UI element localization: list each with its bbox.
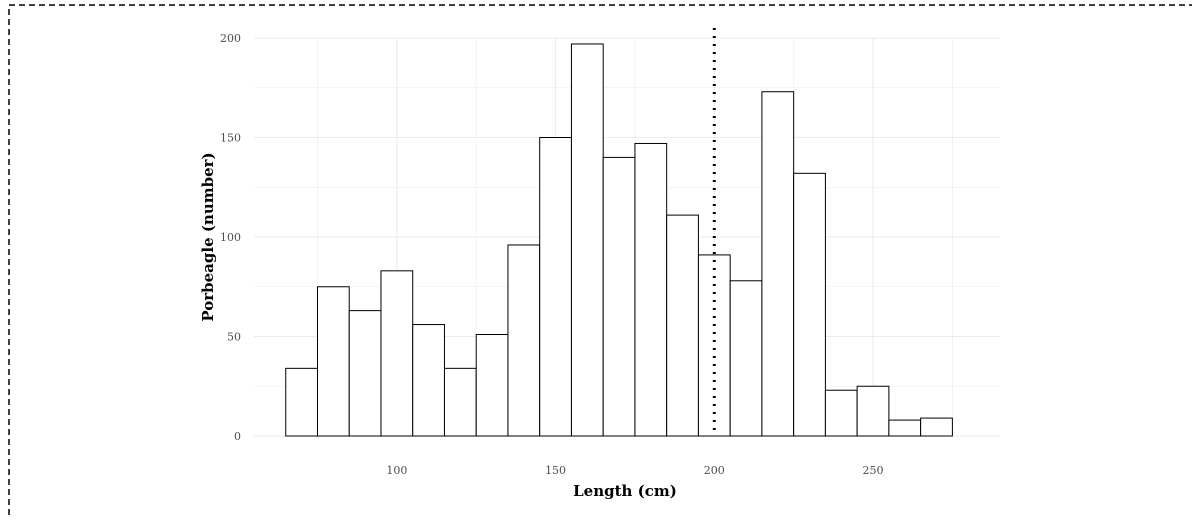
x-tick-label: 150 xyxy=(545,464,566,477)
histogram-bar xyxy=(793,172,826,437)
y-tick-label: 150 xyxy=(220,132,241,145)
histogram-bar xyxy=(856,385,890,437)
histogram-bar xyxy=(380,270,414,437)
histogram-bar xyxy=(697,254,731,437)
histogram-bar xyxy=(920,417,953,437)
histogram-bar xyxy=(824,389,858,437)
histogram-bar xyxy=(729,280,763,437)
histogram-bar xyxy=(666,214,699,437)
histogram-bar xyxy=(888,419,922,437)
y-tick-label: 50 xyxy=(227,331,241,344)
y-tick-label: 0 xyxy=(234,430,241,443)
x-axis-title: Length (cm) xyxy=(573,482,677,500)
y-axis-title: Porbeagle (number) xyxy=(199,152,217,321)
histogram-bar xyxy=(602,156,636,437)
x-axis-ticks: 100 150 200 250 xyxy=(386,464,883,477)
histogram-bar xyxy=(443,367,477,437)
histogram-bar xyxy=(507,244,541,437)
frame-border xyxy=(8,4,1192,515)
histogram-bar xyxy=(475,334,509,437)
y-tick-label: 100 xyxy=(220,231,241,244)
x-tick-label: 250 xyxy=(863,464,884,477)
histogram-bar xyxy=(539,137,572,437)
histogram-bar xyxy=(316,286,350,437)
histogram-bars xyxy=(285,43,953,437)
y-tick-label: 200 xyxy=(220,32,241,45)
x-tick-label: 200 xyxy=(704,464,725,477)
histogram-bar xyxy=(412,324,445,437)
histogram-bar xyxy=(761,91,795,437)
x-tick-label: 100 xyxy=(386,464,407,477)
histogram-bar xyxy=(285,367,318,437)
histogram-bar xyxy=(634,142,668,437)
y-axis-ticks: 0 50 100 150 200 xyxy=(220,32,241,443)
histogram-bar xyxy=(348,310,382,437)
histogram-bar xyxy=(570,43,604,437)
